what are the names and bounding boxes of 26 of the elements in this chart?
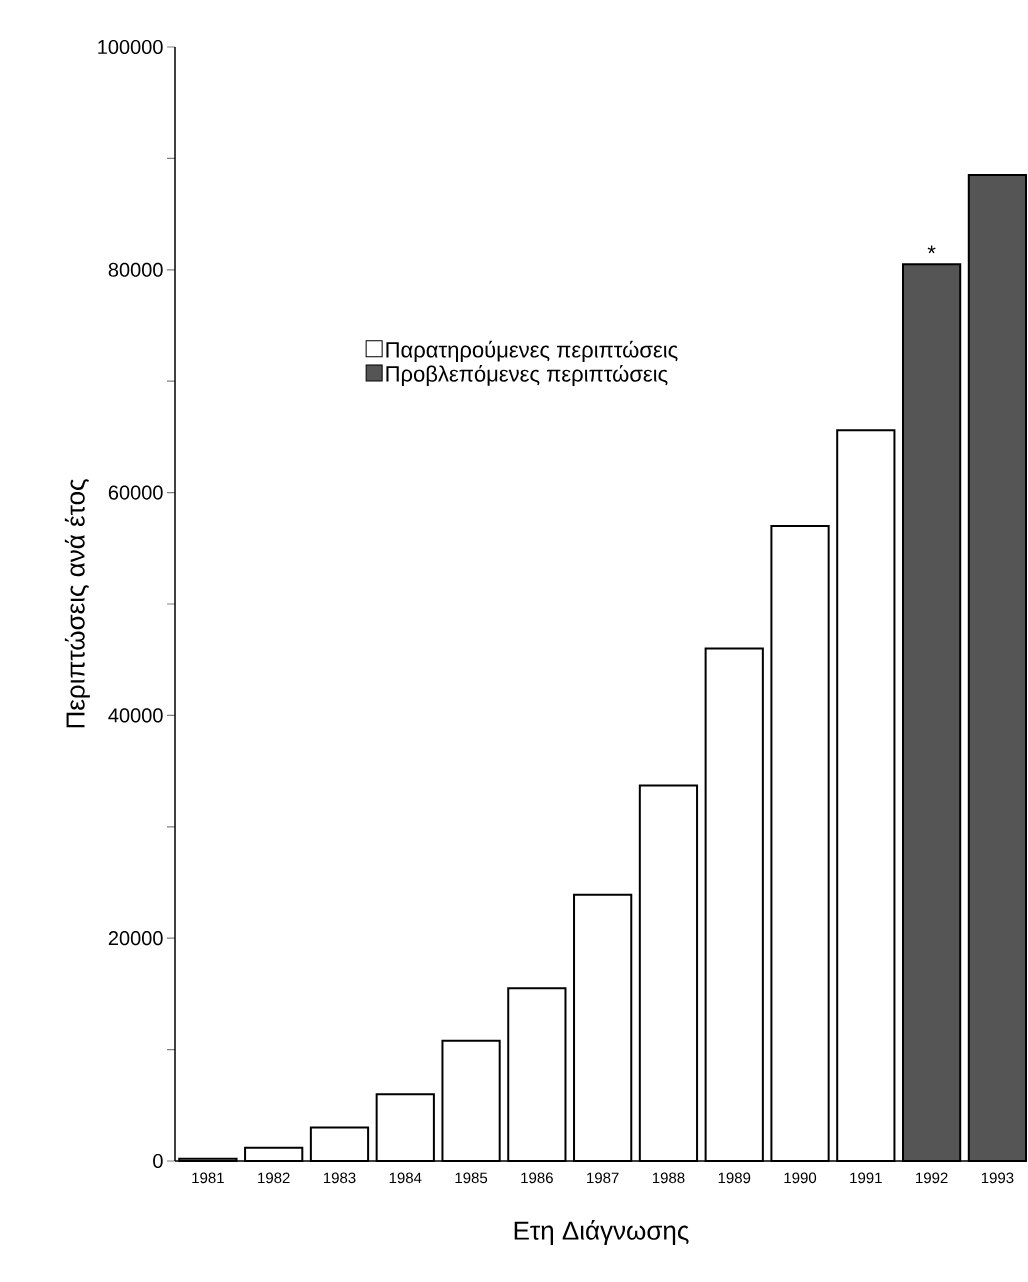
bar: [902, 263, 962, 1162]
y-tick-label: 20000: [108, 931, 163, 946]
legend-label: Παρατηρούμενες περιπτώσεις: [386, 340, 678, 362]
x-tick-label: 1991: [850, 1172, 882, 1184]
x-tick-label: 1992: [916, 1172, 948, 1184]
x-tick-label: 1982: [258, 1172, 290, 1184]
x-axis-title: Ετη Διάγνωσης: [514, 1220, 689, 1245]
x-tick-label: 1986: [521, 1172, 553, 1184]
x-tick-label: 1985: [455, 1172, 488, 1184]
y-tick-label: 80000: [108, 262, 163, 277]
x-tick-label: 1993: [981, 1172, 1014, 1184]
x-tick-label: 1988: [653, 1172, 685, 1184]
y-tick-label: 40000: [108, 708, 163, 723]
x-tick-label: 1987: [587, 1172, 619, 1184]
x-tick-label: 1989: [718, 1172, 751, 1184]
y-tick-label: 60000: [109, 485, 163, 500]
annotation: *: [927, 245, 936, 254]
y-tick-label: 100000: [98, 39, 163, 55]
y-axis-title: Περιπτώσεις ανά έτος: [65, 479, 90, 728]
legend-label: Προβλεπόμενες περιπτώσεις: [386, 364, 668, 387]
x-tick-label: 1981: [192, 1172, 224, 1184]
bar: [967, 174, 1028, 1162]
x-tick-label: 1990: [784, 1172, 817, 1184]
x-tick-label: 1983: [324, 1172, 356, 1184]
x-tick-label: 1984: [389, 1172, 422, 1184]
y-tick-label: 0: [153, 1153, 163, 1169]
